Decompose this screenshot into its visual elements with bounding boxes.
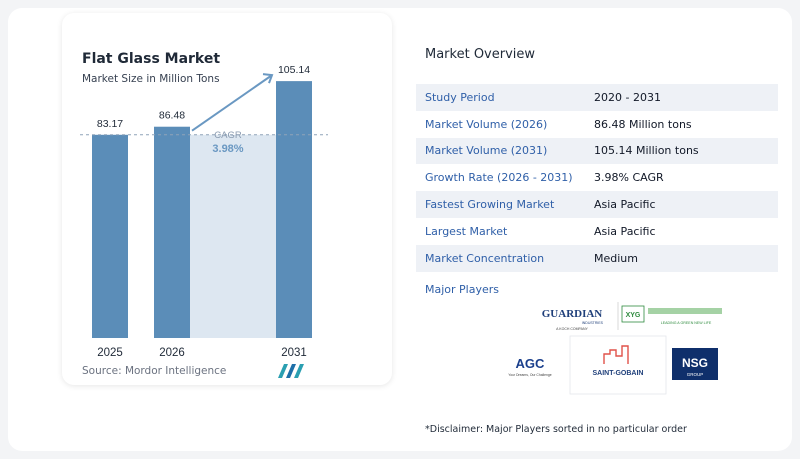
overview-key: Market Volume (2026) bbox=[425, 117, 548, 131]
value-label-2031: 105.14 bbox=[278, 64, 310, 76]
chart-title: Flat Glass Market bbox=[82, 51, 221, 67]
agc-logo: AGC Your Dreams, Our Challenge bbox=[508, 348, 570, 380]
guardian-logo-text: GUARDIAN bbox=[542, 308, 603, 320]
bar-2025 bbox=[92, 134, 128, 338]
saint-gobain-logo-text: SAINT-GOBAIN bbox=[593, 370, 644, 377]
overview-value: 105.14 Million tons bbox=[594, 144, 699, 158]
agc-logo-tag: Your Dreams, Our Challenge bbox=[508, 373, 552, 377]
agc-logo-text: AGC bbox=[516, 356, 546, 371]
major-players-logos: GUARDIAN INDUSTRIES A KOCH COMPANY XYG L… bbox=[508, 302, 722, 395]
saint-gobain-logo: SAINT-GOBAIN bbox=[569, 335, 667, 395]
xyg-logo-tag: LEADING A GREEN NEW LIFE bbox=[661, 321, 712, 325]
bar-2026 bbox=[154, 126, 190, 338]
category-label-2031: 2031 bbox=[281, 347, 307, 359]
overview-title: Market Overview bbox=[425, 47, 536, 62]
overview-row: Market Concentration Medium bbox=[416, 244, 778, 272]
nsg-logo: NSG GROUP bbox=[672, 348, 718, 380]
value-label-2025: 83.17 bbox=[97, 118, 123, 130]
overview-key: Market Volume (2031) bbox=[425, 144, 548, 158]
overview-value: 86.48 Million tons bbox=[594, 117, 692, 131]
overview-key: Largest Market bbox=[425, 224, 508, 238]
chart-subtitle: Market Size in Million Tons bbox=[82, 73, 220, 85]
guardian-logo-tag: A KOCH COMPANY bbox=[556, 327, 588, 331]
source-label: Source: Mordor Intelligence bbox=[82, 365, 227, 377]
cagr-arrow-head bbox=[262, 73, 274, 84]
growth-shade bbox=[190, 134, 276, 338]
overview-key: Study Period bbox=[425, 90, 495, 104]
overview-row: Market Volume (2026) 86.48 Million tons bbox=[416, 111, 778, 138]
overview-table: Study Period 2020 - 2031 Market Volume (… bbox=[416, 84, 778, 272]
overview-row: Growth Rate (2026 - 2031) 3.98% CAGR bbox=[416, 164, 778, 191]
overview-row: Market Volume (2031) 105.14 Million tons bbox=[416, 137, 778, 165]
cagr-value: 3.98% bbox=[212, 143, 243, 155]
overview-value: Asia Pacific bbox=[594, 198, 656, 212]
chart-card: 83.17 86.48 105.14 2025 2026 2031 CAGR 3.98% Fl… bbox=[62, 13, 392, 385]
overview-key: Growth Rate (2026 - 2031) bbox=[425, 171, 573, 185]
overview-row: Fastest Growing Market Asia Pacific bbox=[416, 191, 778, 218]
overview-value: Medium bbox=[594, 251, 638, 265]
disclaimer: *Disclaimer: Major Players sorted in no … bbox=[425, 424, 687, 435]
cagr-label: CAGR bbox=[214, 130, 242, 141]
overview-key: Market Concentration bbox=[425, 251, 545, 265]
chart-svg: 83.17 86.48 105.14 2025 2026 2031 CAGR 3.98% bbox=[80, 64, 328, 359]
xyg-logo: XYG LEADING A GREEN NEW LIFE bbox=[621, 305, 722, 325]
nsg-logo-text: NSG bbox=[682, 356, 708, 370]
mordor-intelligence-logo bbox=[278, 364, 304, 378]
overview-value: Asia Pacific bbox=[594, 224, 656, 238]
nsg-logo-sub: GROUP bbox=[687, 372, 704, 377]
category-label-2026: 2026 bbox=[159, 347, 185, 359]
cagr-arrow-line bbox=[191, 74, 273, 132]
overview-row: Study Period 2020 - 2031 bbox=[416, 84, 778, 111]
overview-value: 2020 - 2031 bbox=[594, 90, 661, 104]
overview-key: Fastest Growing Market bbox=[425, 198, 555, 212]
value-label-2026: 86.48 bbox=[159, 110, 185, 122]
overview-value: 3.98% CAGR bbox=[594, 171, 664, 185]
category-label-2025: 2025 bbox=[97, 347, 123, 359]
guardian-logo: GUARDIAN INDUSTRIES A KOCH COMPANY bbox=[542, 308, 604, 331]
bar-2031 bbox=[276, 81, 312, 338]
major-players-title: Major Players bbox=[425, 283, 499, 296]
overview-row: Largest Market Asia Pacific bbox=[416, 218, 778, 245]
guardian-logo-sub: INDUSTRIES bbox=[582, 321, 604, 325]
xyg-logo-text: XYG bbox=[626, 312, 641, 319]
